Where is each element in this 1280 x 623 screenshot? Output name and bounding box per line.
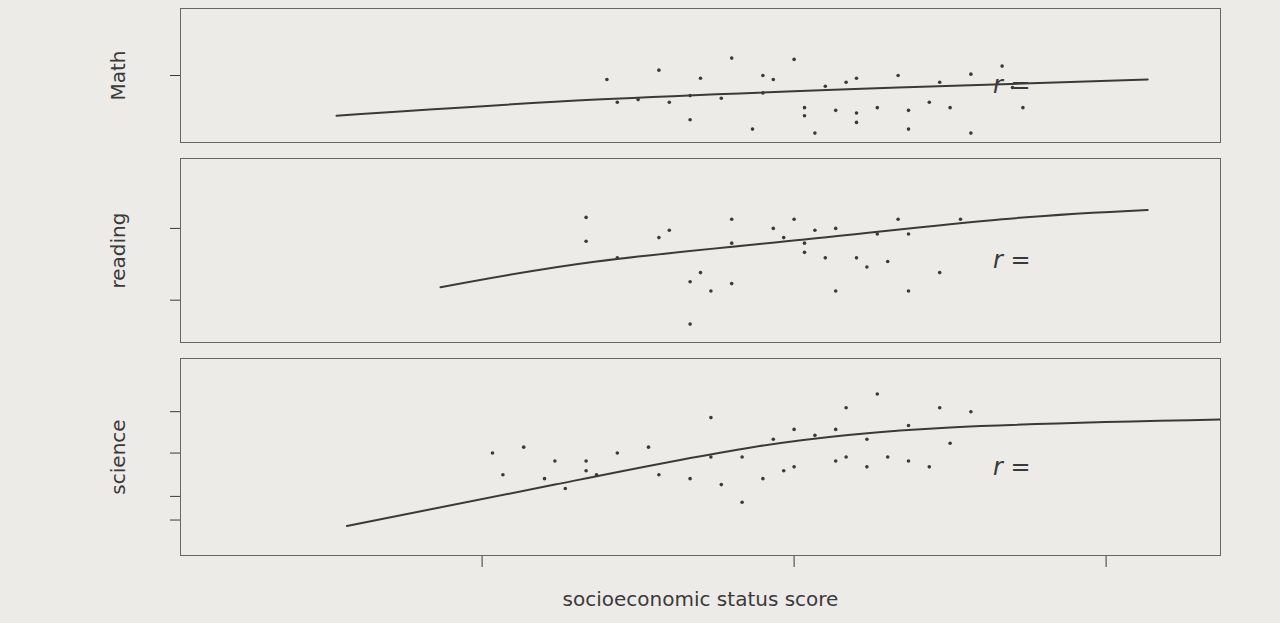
svg-text:r =: r = [993, 246, 1031, 274]
svg-text:r =: r = [993, 453, 1031, 481]
svg-text:reading: reading [106, 213, 130, 289]
svg-text:Math: Math [106, 50, 130, 100]
svg-text:science: science [106, 419, 130, 494]
svg-text:r =: r = [993, 71, 1031, 99]
svg-text:socioeconomic status score: socioeconomic status score [563, 587, 839, 611]
